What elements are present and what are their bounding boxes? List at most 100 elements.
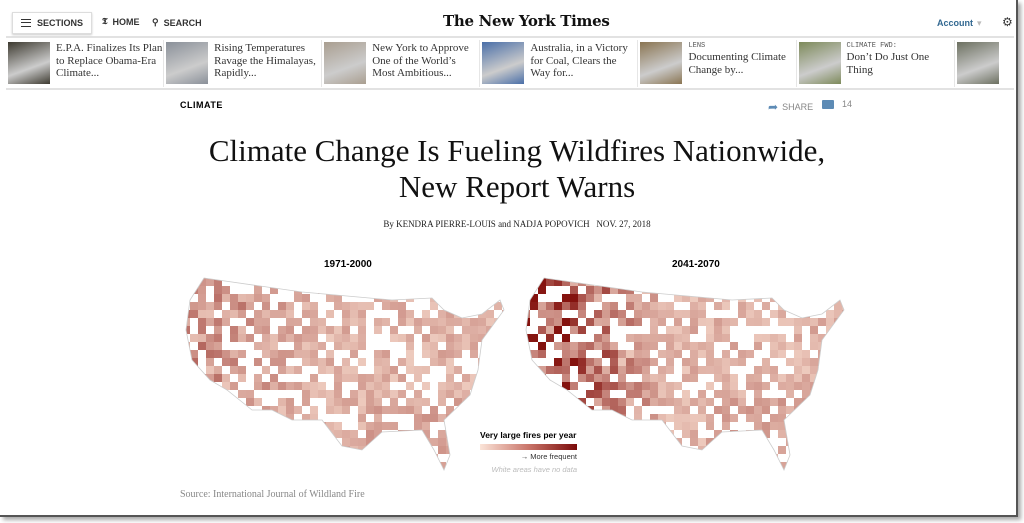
fire-cell — [682, 422, 690, 430]
fire-cell — [618, 310, 626, 318]
fire-cell — [366, 462, 374, 470]
fire-cell — [802, 350, 810, 358]
fire-cell — [334, 294, 342, 302]
fire-cell — [382, 382, 390, 390]
fire-cell — [610, 286, 618, 294]
fire-cell — [334, 406, 342, 414]
story-item[interactable]: New York to Approve One of the World’s M… — [322, 40, 481, 87]
fire-cell — [414, 398, 422, 406]
fire-cell — [350, 438, 358, 446]
fire-cell — [222, 286, 230, 294]
fire-cell — [486, 342, 494, 350]
fire-cell — [230, 414, 238, 422]
fire-cell — [462, 302, 470, 310]
story-item[interactable]: Rising Temperatures Ravage the Himalayas… — [164, 40, 323, 87]
fire-cell — [634, 302, 642, 310]
fire-cell — [666, 270, 674, 278]
fire-cell — [398, 406, 406, 414]
fire-cell — [438, 334, 446, 342]
fire-cell — [674, 382, 682, 390]
legend-title: Very large fires per year — [480, 430, 577, 440]
nyt-logo[interactable]: The New York Times — [443, 12, 610, 30]
fire-cell — [454, 278, 462, 286]
fire-cell — [554, 414, 562, 422]
fire-cell — [494, 270, 502, 278]
fire-cell — [826, 438, 834, 446]
fire-cell — [446, 422, 454, 430]
fire-cell — [494, 366, 502, 374]
fire-cell — [674, 310, 682, 318]
fire-cell — [786, 374, 794, 382]
fire-cell — [770, 398, 778, 406]
gear-icon[interactable]: ⚙ — [1002, 15, 1013, 29]
fire-cell — [190, 430, 198, 438]
fire-cell — [286, 470, 294, 475]
fire-cell — [382, 406, 390, 414]
fire-cell — [810, 270, 818, 278]
fire-cell — [682, 358, 690, 366]
share-button[interactable]: ➦ SHARE — [768, 100, 813, 114]
fire-cell — [446, 390, 454, 398]
fire-cell — [254, 270, 262, 278]
fire-cell — [302, 462, 310, 470]
fire-cell — [462, 270, 470, 278]
fire-cell — [294, 422, 302, 430]
fire-cell — [666, 310, 674, 318]
fire-cell — [462, 462, 470, 470]
fire-cell — [366, 398, 374, 406]
fire-cell — [262, 462, 270, 470]
fire-cell — [198, 430, 206, 438]
fire-cell — [382, 318, 390, 326]
fire-cell — [538, 390, 546, 398]
home-link[interactable]: 𝕿 HOME — [102, 17, 140, 27]
fire-cell — [634, 350, 642, 358]
fire-cell — [802, 382, 810, 390]
fire-cell — [690, 326, 698, 334]
sections-button[interactable]: SECTIONS — [12, 12, 92, 34]
fire-cell — [738, 358, 746, 366]
fire-cell — [818, 278, 826, 286]
fire-cell — [478, 422, 486, 430]
fire-cell — [634, 406, 642, 414]
fire-cell — [666, 390, 674, 398]
story-item[interactable]: LENS Documenting Climate Change by... — [638, 40, 797, 87]
fire-cell — [302, 342, 310, 350]
fire-cell — [650, 326, 658, 334]
fire-cell — [602, 462, 610, 470]
fire-cell — [422, 398, 430, 406]
fire-cell — [326, 390, 334, 398]
fire-cell — [206, 358, 214, 366]
fire-cell — [770, 270, 778, 278]
story-item[interactable] — [955, 40, 1014, 87]
fire-cell — [310, 374, 318, 382]
fire-cell — [602, 366, 610, 374]
search-button[interactable]: ⚲ SEARCH — [152, 17, 202, 28]
account-menu[interactable]: Account ▾ — [937, 18, 982, 29]
fire-cell — [730, 390, 738, 398]
fire-cell — [382, 470, 390, 475]
fire-cell — [714, 406, 722, 414]
story-item[interactable]: Australia, in a Victory for Coal, Clears… — [480, 40, 639, 87]
fire-cell — [206, 342, 214, 350]
fire-cell — [198, 470, 206, 475]
fire-cell — [222, 374, 230, 382]
fire-cell — [246, 302, 254, 310]
fire-cell — [214, 422, 222, 430]
story-item[interactable]: E.P.A. Finalizes Its Plan to Replace Oba… — [6, 40, 165, 87]
story-item[interactable]: CLIMATE FWD: Don’t Do Just One Thing — [797, 40, 955, 87]
fire-cell — [754, 310, 762, 318]
fire-cell — [834, 270, 842, 278]
section-label[interactable]: CLIMATE — [180, 100, 223, 110]
fire-cells — [186, 270, 504, 475]
fire-cell — [526, 334, 530, 342]
comments-button[interactable]: 14 — [822, 99, 852, 109]
fire-cell — [634, 454, 642, 462]
fire-cell — [278, 310, 286, 318]
fire-cell — [618, 318, 626, 326]
fire-cell — [770, 374, 778, 382]
fire-cell — [586, 462, 594, 470]
fire-cell — [398, 462, 406, 470]
fire-cell — [842, 446, 844, 454]
fire-cell — [786, 286, 794, 294]
fire-cell — [578, 350, 586, 358]
